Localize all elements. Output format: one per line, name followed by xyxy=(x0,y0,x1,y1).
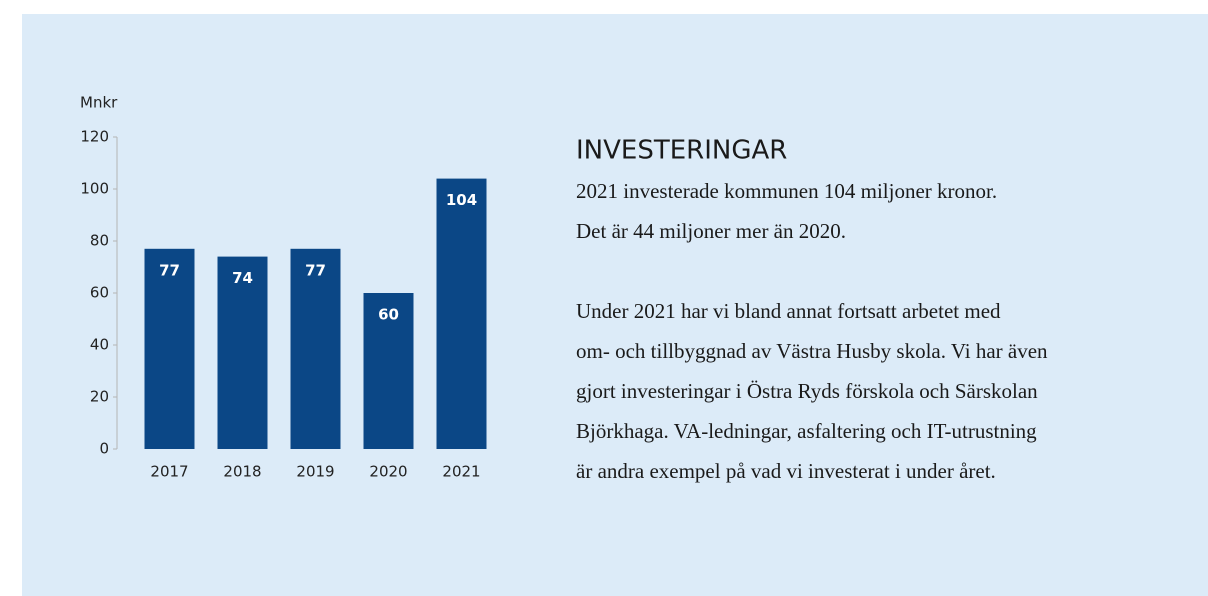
data-label: 77 xyxy=(159,261,180,279)
bar xyxy=(144,248,195,449)
y-tick-label: 0 xyxy=(99,440,109,458)
data-label: 74 xyxy=(232,269,253,287)
body-text: är andra exempel på vad vi investerat i … xyxy=(576,459,996,483)
y-tick-label: 120 xyxy=(80,128,109,146)
x-tick-label: 2017 xyxy=(150,463,188,481)
x-tick-label: 2020 xyxy=(369,463,407,481)
body-text: gjort investeringar i Östra Ryds förskol… xyxy=(576,379,1038,403)
y-axis-label: Mnkr xyxy=(80,94,118,112)
bar xyxy=(363,293,414,449)
bar xyxy=(436,178,487,449)
body-text: Det är 44 miljoner mer än 2020. xyxy=(576,219,846,243)
data-label: 77 xyxy=(305,261,326,279)
body-text: Under 2021 har vi bland annat fortsatt a… xyxy=(576,299,1001,323)
data-label: 60 xyxy=(378,306,399,324)
heading: INVESTERINGAR xyxy=(576,136,787,166)
body-text: Björkhaga. VA-ledningar, asfaltering och… xyxy=(576,419,1037,443)
x-tick-label: 2019 xyxy=(296,463,334,481)
x-tick-label: 2021 xyxy=(442,463,480,481)
y-tick-label: 80 xyxy=(90,232,109,250)
bar xyxy=(290,248,341,449)
y-tick-label: 60 xyxy=(90,284,109,302)
data-label: 104 xyxy=(446,191,477,209)
body-text: 2021 investerade kommunen 104 miljoner k… xyxy=(576,179,997,203)
body-text: om- och tillbyggnad av Västra Husby skol… xyxy=(576,339,1048,363)
y-tick-label: 100 xyxy=(80,180,109,198)
x-tick-label: 2018 xyxy=(223,463,261,481)
y-tick-label: 40 xyxy=(90,336,109,354)
y-tick-label: 20 xyxy=(90,388,109,406)
bar xyxy=(217,256,268,449)
